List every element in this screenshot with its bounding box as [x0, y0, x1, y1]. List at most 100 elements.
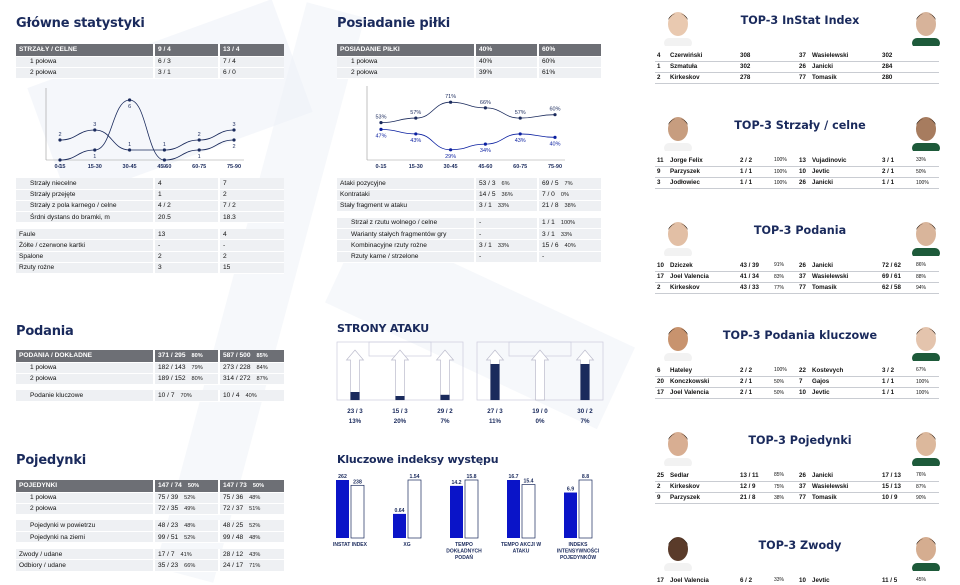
attack-table: Ataki pozycyjne 53 / 3 6% 69 / 5 7% Kontratak…	[337, 178, 601, 263]
player-value: 6 / 2	[738, 575, 772, 585]
key-passes-label: Podanie kluczowe	[16, 390, 154, 403]
player-pct	[772, 50, 797, 62]
key-indexes-title: Kluczowe indeksy występu	[337, 453, 499, 466]
attack-row-team2-pct: 40%	[564, 243, 576, 250]
attack-row-team1-value: -	[479, 219, 482, 227]
duels-type-team2: 99 / 48 48%	[218, 531, 284, 544]
player-value: 43 / 39	[738, 260, 772, 272]
duels-half-label: 1 połowa	[16, 492, 154, 504]
passes-half1-team1: 182 / 143 79%	[153, 362, 219, 374]
player-value: 1 / 1	[880, 376, 914, 388]
duels-half-team1-pct: 52%	[184, 495, 196, 502]
possession-half1-team1: 40%	[474, 56, 538, 68]
shots-half1-team2: 7 / 4	[218, 56, 284, 68]
player-number: 26	[797, 61, 810, 73]
player-value: 3 / 1	[880, 155, 914, 167]
key-index-value-team1: 16.7	[508, 474, 518, 480]
player-number: 22	[797, 365, 810, 377]
player-name: Wasielewski	[810, 271, 880, 283]
duels-header-team2-value: 147 / 73	[223, 482, 247, 490]
duels-header-team1: 147 / 74 50%	[153, 480, 219, 493]
top3-player-row: 7 Gajos 1 / 1 100%	[797, 376, 939, 388]
top3-right-table: 22 Kostevych 3 / 2 67% 7 Gajos 1 / 1 100% 10 Jevt…	[797, 365, 939, 399]
attack-row-team2-value: -	[542, 253, 545, 261]
key-index-bar-team1	[507, 480, 520, 538]
duels-half-team2: 72 / 37 51%	[218, 503, 284, 515]
player-value: 12 / 9	[738, 481, 772, 493]
attack-row-team2-pct: 33%	[560, 231, 573, 238]
attack-row-team1: 3 / 1 33%	[474, 200, 538, 213]
player-value: 1 / 1	[880, 387, 914, 399]
attack-row-team1: -	[474, 251, 538, 263]
top3-title: TOP-3 Strzały / celne	[734, 119, 866, 132]
key-index-value-team2: 1.54	[409, 474, 419, 480]
shots-x-tick: 30-45	[123, 164, 137, 170]
possession-point	[414, 116, 418, 120]
duels-table: POJEDYNKI 147 / 74 50% 147 / 73 50% 1 połowa 7…	[16, 480, 284, 572]
duels-type-team1-pct: 52%	[184, 534, 196, 541]
duels-half-label: 2 połowa	[16, 503, 154, 515]
passes-header-label: PODANIA / DOKŁADNE	[16, 350, 154, 363]
attack-row-team2-pct: 100%	[560, 220, 576, 227]
player-name: Konczkowski	[668, 376, 738, 388]
dribbles-row-team2: 24 / 17 71%	[218, 559, 284, 572]
attack-row-team1-value: -	[479, 253, 482, 261]
player-name: Janicki	[810, 260, 880, 272]
player-name: Tomasik	[810, 492, 880, 504]
shots-table: STRZAŁY / CELNE 9 / 4 13 / 4 1 połowa 6 / 3…	[16, 44, 284, 79]
player-number: 26	[797, 470, 810, 482]
player-pct: 94%	[914, 282, 939, 294]
attack-side-value: 27 / 3	[487, 408, 503, 415]
possession-x-tick: 30-45	[444, 164, 458, 170]
attack-row-team2-pct: 0%	[560, 192, 569, 199]
stat-row-team2: 2	[218, 189, 284, 201]
player-pct: 33%	[914, 155, 939, 167]
shots-data-label: 0	[163, 164, 166, 170]
possession-data-label: 34%	[480, 148, 491, 154]
player-number: 10	[797, 575, 810, 585]
possession-half1-label: 1 połowa	[337, 56, 475, 68]
attack-side-value: 15 / 3	[392, 408, 408, 415]
attack-arrow	[390, 349, 410, 401]
possession-half2-label: 2 połowa	[337, 67, 475, 79]
top3-player-row: 20 Konczkowski 2 / 1 50%	[655, 376, 797, 388]
player-number: 10	[797, 387, 810, 399]
shots-point	[93, 148, 97, 152]
key-index-value-team2: 15.8	[466, 474, 476, 480]
player-name: Kirkeskov	[668, 481, 738, 493]
key-index-bar-team1	[336, 480, 349, 538]
top3-player-row: 9 Parzyszek 1 / 1 100%	[655, 166, 797, 178]
passes-header-team1: 371 / 295 80%	[153, 350, 219, 363]
possession-point	[449, 100, 453, 104]
stat-row-label: Strzały przejęte	[16, 189, 154, 201]
stat-row-team2: 2	[218, 251, 284, 263]
shots-half2-team2: 6 / 0	[218, 67, 284, 79]
shots-data-label: 3	[93, 122, 96, 128]
player-pct: 77%	[772, 282, 797, 294]
player-name: Gajos	[810, 376, 880, 388]
top3-right-table: 37 Wasielewski 302 26 Janicki 284 77 Tomasik 280	[797, 50, 939, 84]
attack-row-team1-pct: 36%	[501, 192, 513, 199]
top3-player-row: 1 Szmatuła 302	[655, 61, 797, 73]
passes-half2-team1-value: 189 / 152	[158, 375, 186, 383]
player-pct	[772, 61, 797, 73]
player-photo	[908, 323, 944, 361]
player-number: 25	[655, 470, 668, 482]
player-name: Vujadinovic	[810, 155, 880, 167]
attack-row-team2-value: 7 / 0	[542, 191, 555, 199]
duels-type-team2: 48 / 25 52%	[218, 520, 284, 533]
duels-type-team2-pct: 48%	[249, 534, 261, 541]
possession-point	[518, 116, 522, 120]
shots-point	[128, 148, 132, 152]
key-passes-team2: 10 / 4 40%	[218, 390, 284, 403]
player-number: 17	[655, 271, 668, 283]
player-photo	[908, 428, 944, 466]
player-value: 11 / 5	[880, 575, 914, 585]
shots-data-label: 0	[58, 164, 61, 170]
player-photo	[908, 218, 944, 256]
shots-point	[162, 148, 166, 152]
player-pct: 100%	[914, 177, 939, 189]
attack-row-team1-pct: 33%	[497, 203, 510, 210]
possession-series-line	[380, 101, 556, 123]
top3-right-table: 13 Vujadinovic 3 / 1 33% 10 Jevtic 2 / 1 50% 26 J…	[797, 155, 939, 189]
